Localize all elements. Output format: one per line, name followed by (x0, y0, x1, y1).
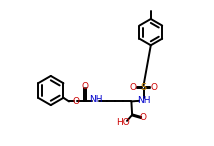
Text: O: O (72, 97, 79, 106)
Text: NH: NH (137, 95, 150, 105)
Text: O: O (140, 113, 147, 122)
Text: O: O (151, 83, 158, 92)
Text: S: S (141, 83, 147, 92)
Text: O: O (129, 83, 136, 92)
Text: HO: HO (116, 118, 130, 127)
Text: NH: NH (89, 95, 103, 104)
Text: O: O (82, 82, 88, 91)
